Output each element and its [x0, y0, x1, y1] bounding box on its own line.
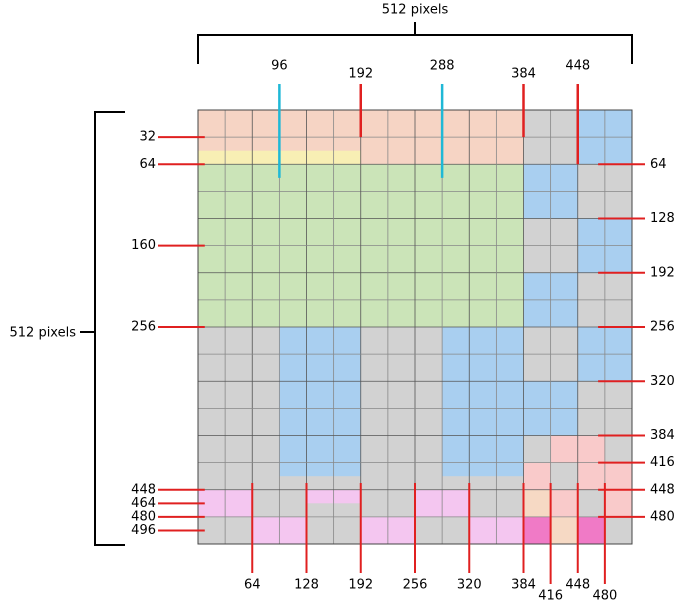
texture-region — [550, 489, 578, 517]
texture-region — [523, 516, 551, 544]
left-brace — [80, 111, 125, 546]
texture-region — [550, 462, 578, 490]
right-marker-label: 192 — [650, 265, 675, 280]
top-marker-label: 384 — [511, 67, 536, 82]
left-marker-label: 496 — [131, 523, 156, 538]
bottom-marker-label: 384 — [511, 578, 536, 593]
texture-region — [604, 462, 632, 490]
texture-region — [577, 489, 605, 517]
texture-region — [550, 435, 578, 463]
bottom-marker-label: 192 — [348, 578, 373, 593]
left-size-label: 512 pixels — [10, 326, 77, 341]
left-marker-label: 64 — [139, 157, 156, 172]
top-marker-label: 448 — [565, 59, 590, 74]
bottom-marker-label: 128 — [294, 578, 319, 593]
brace-path — [197, 22, 633, 64]
top-marker-label: 96 — [271, 59, 288, 74]
bottom-marker-label: 480 — [592, 589, 617, 604]
right-marker-label: 448 — [650, 482, 675, 497]
atlas — [197, 109, 633, 545]
texture-region — [550, 516, 578, 544]
texture-region — [577, 462, 605, 490]
brace-path — [80, 111, 125, 546]
texture-region — [604, 516, 632, 544]
right-marker-label: 128 — [650, 211, 675, 226]
texture-region — [604, 489, 632, 517]
right-marker-label: 64 — [650, 157, 667, 172]
texture-region — [577, 435, 605, 463]
bottom-marker-label: 256 — [403, 578, 428, 593]
left-marker-label: 448 — [131, 482, 156, 497]
left-marker-label: 256 — [131, 320, 156, 335]
texture-region — [442, 327, 524, 477]
top-marker-label: 192 — [348, 67, 373, 82]
bottom-marker-label: 448 — [565, 578, 590, 593]
left-marker-label: 32 — [139, 130, 156, 145]
right-marker-label: 320 — [650, 374, 675, 389]
texture-region — [604, 435, 632, 463]
right-marker-label: 416 — [650, 455, 675, 470]
texture-region — [279, 327, 361, 477]
left-marker-label: 464 — [131, 496, 156, 511]
texture-region — [577, 516, 605, 544]
texture-region — [523, 435, 551, 463]
texture-region — [523, 489, 551, 517]
bottom-marker-label: 416 — [538, 589, 563, 604]
top-brace — [197, 22, 633, 64]
bottom-marker-label: 320 — [457, 578, 482, 593]
top-size-label: 512 pixels — [382, 3, 449, 18]
right-marker-label: 480 — [650, 509, 675, 524]
right-marker-label: 384 — [650, 428, 675, 443]
top-marker-label: 288 — [430, 59, 455, 74]
texture-region — [523, 462, 551, 490]
right-marker-label: 256 — [650, 320, 675, 335]
left-marker-label: 480 — [131, 509, 156, 524]
markers: 9619228838444832641602564484644804966412… — [131, 59, 675, 604]
left-marker-label: 160 — [131, 238, 156, 253]
bottom-marker-label: 64 — [244, 578, 261, 593]
